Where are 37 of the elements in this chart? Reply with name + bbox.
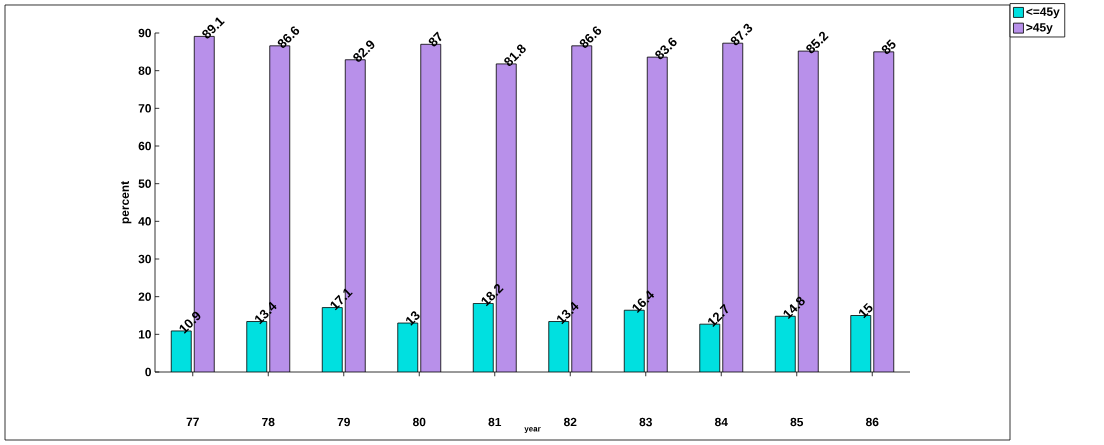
y-tick-label: 20: [138, 292, 151, 301]
x-tick-label: 83: [639, 417, 652, 427]
data-label: 82.9: [353, 40, 375, 62]
x-tick-label: 84: [714, 417, 728, 427]
data-label: 87.3: [730, 23, 753, 46]
data-label: 89.1: [202, 17, 225, 39]
y-tick-label: 0: [145, 367, 151, 377]
data-label: 81.8: [504, 44, 526, 66]
y-tick-label: 40: [138, 217, 151, 226]
x-tick-label: 77: [186, 417, 199, 426]
data-label: 86.6: [277, 26, 300, 48]
data-label: 18.2: [481, 284, 504, 307]
y-tick-label: 90: [138, 28, 151, 38]
data-label: 85: [881, 39, 896, 54]
legend-label: <=45y: [1026, 7, 1060, 19]
y-tick-label: 70: [138, 104, 151, 113]
data-label: 17.1: [330, 288, 353, 311]
y-tick-label: 30: [138, 254, 151, 264]
x-tick-label: 79: [337, 417, 350, 427]
x-tick-label: 82: [563, 417, 577, 427]
x-tick-label: 85: [790, 417, 804, 427]
x-tick-label: 80: [412, 417, 426, 427]
x-tick-label: 86: [865, 417, 879, 427]
y-tick-label: 50: [138, 179, 151, 188]
y-axis-title: percent: [121, 181, 132, 224]
data-label: 13: [406, 311, 420, 326]
x-tick-label: 78: [262, 417, 275, 427]
data-label: 13.4: [255, 301, 277, 325]
data-label: 15: [859, 302, 873, 319]
data-label: 87: [428, 31, 442, 47]
y-tick-label: 80: [138, 66, 151, 75]
y-tick-label: 60: [138, 141, 151, 151]
x-tick-label: 81: [488, 417, 502, 427]
y-tick-label: 10: [138, 330, 151, 339]
legend-label: >45y: [1026, 23, 1053, 34]
data-label: 86.6: [579, 26, 602, 48]
data-label: 13.4: [557, 301, 579, 325]
